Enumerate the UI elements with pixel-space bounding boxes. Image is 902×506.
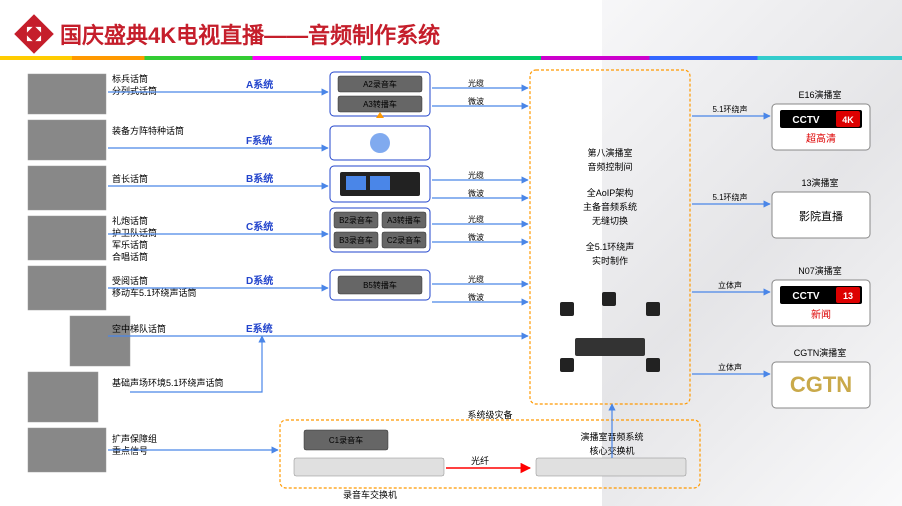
svg-text:音频控制间: 音频控制间 bbox=[587, 161, 632, 172]
svg-text:军乐话筒: 军乐话筒 bbox=[112, 239, 148, 250]
svg-text:空中梯队话筒: 空中梯队话筒 bbox=[112, 323, 166, 334]
central-hub: 第八演播室 音频控制间 全AoIP架构 主备音频系统 无缝切换 全5.1环绕声 … bbox=[530, 70, 690, 404]
svg-text:CGTN演播室: CGTN演播室 bbox=[794, 347, 847, 358]
svg-text:F系统: F系统 bbox=[246, 134, 272, 147]
svg-text:A3转播车: A3转播车 bbox=[387, 215, 421, 225]
source-labels: 标兵话筒分列式话筒装备方阵特种话筒首长话筒礼炮话筒护卫队话筒军乐话筒合唱话筒受阅… bbox=[112, 73, 224, 456]
svg-text:A系统: A系统 bbox=[246, 78, 273, 91]
svg-text:主备音频系统: 主备音频系统 bbox=[583, 201, 637, 212]
svg-text:B系统: B系统 bbox=[246, 172, 273, 185]
svg-text:N07演播室: N07演播室 bbox=[798, 265, 842, 276]
svg-text:系统级灾备: 系统级灾备 bbox=[467, 409, 512, 420]
svg-text:礼炮话筒: 礼炮话筒 bbox=[112, 215, 148, 226]
systems: A系统 F系统 B系统 C系统 D系统 E系统 bbox=[246, 78, 273, 335]
svg-text:13: 13 bbox=[843, 291, 853, 301]
svg-text:光纤: 光纤 bbox=[471, 455, 489, 466]
svg-text:A2录音车: A2录音车 bbox=[363, 79, 397, 89]
svg-text:光缆: 光缆 bbox=[468, 274, 484, 284]
svg-text:首长话筒: 首长话筒 bbox=[112, 173, 148, 184]
svg-text:立体声: 立体声 bbox=[718, 280, 742, 290]
color-bar bbox=[0, 56, 902, 60]
svg-text:标兵话筒: 标兵话筒 bbox=[112, 73, 148, 84]
svg-text:影院直播: 影院直播 bbox=[799, 209, 843, 223]
svg-text:4K: 4K bbox=[842, 115, 854, 125]
svg-text:立体声: 立体声 bbox=[718, 362, 742, 372]
svg-text:全AoIP架构: 全AoIP架构 bbox=[587, 187, 634, 198]
svg-text:微波: 微波 bbox=[468, 292, 484, 302]
svg-text:光缆: 光缆 bbox=[468, 214, 484, 224]
transmission-links: 光缆微波光缆微波光缆微波光缆微波 bbox=[432, 78, 528, 302]
svg-text:录音车交换机: 录音车交换机 bbox=[343, 489, 397, 500]
svg-text:全5.1环绕声: 全5.1环绕声 bbox=[586, 241, 635, 252]
svg-text:C2录音车: C2录音车 bbox=[387, 235, 421, 245]
svg-text:E系统: E系统 bbox=[246, 322, 273, 335]
backup-section: 系统级灾备 C1录音车 录音车交换机 光纤 演播室音频系统 核心交换机 bbox=[280, 404, 700, 500]
svg-text:护卫队话筒: 护卫队话筒 bbox=[112, 227, 157, 238]
svg-text:无缝切换: 无缝切换 bbox=[592, 215, 628, 226]
truck-boxes: A2录音车 A3转播车 B2录音车 A3转播车 B3录音车 C2录音车 B5转播… bbox=[330, 72, 430, 300]
svg-text:E16演播室: E16演播室 bbox=[798, 89, 841, 100]
svg-text:CGTN: CGTN bbox=[790, 372, 852, 397]
svg-text:扩声保障组: 扩声保障组 bbox=[112, 433, 157, 444]
page-title: 国庆盛典4K电视直播——音频制作系统 bbox=[60, 18, 440, 50]
svg-text:B5转播车: B5转播车 bbox=[363, 280, 397, 290]
svg-text:装备方阵特种话筒: 装备方阵特种话筒 bbox=[112, 125, 184, 136]
svg-text:光缆: 光缆 bbox=[468, 78, 484, 88]
diagram: 标兵话筒分列式话筒装备方阵特种话筒首长话筒礼炮话筒护卫队话筒军乐话筒合唱话筒受阅… bbox=[0, 60, 902, 506]
svg-text:合唱话筒: 合唱话筒 bbox=[112, 251, 148, 262]
svg-text:移动车5.1环绕声话筒: 移动车5.1环绕声话筒 bbox=[112, 287, 197, 298]
svg-text:A3转播车: A3转播车 bbox=[363, 99, 397, 109]
svg-text:分列式话筒: 分列式话筒 bbox=[112, 85, 157, 96]
svg-text:第八演播室: 第八演播室 bbox=[587, 147, 632, 158]
svg-text:基础声场环境5.1环绕声话筒: 基础声场环境5.1环绕声话筒 bbox=[112, 377, 224, 388]
svg-text:微波: 微波 bbox=[468, 232, 484, 242]
svg-text:CCTV: CCTV bbox=[792, 291, 820, 302]
svg-text:CCTV: CCTV bbox=[792, 115, 820, 126]
svg-text:微波: 微波 bbox=[468, 96, 484, 106]
output-rooms: 5.1环绕声 E16演播室 CCTV 4K 超高清 5.1环绕声 13演播室影院直播立体声 N… bbox=[692, 89, 870, 408]
svg-text:光缆: 光缆 bbox=[468, 170, 484, 180]
svg-text:B2录音车: B2录音车 bbox=[339, 215, 373, 225]
source-lines bbox=[108, 92, 528, 450]
svg-text:微波: 微波 bbox=[468, 188, 484, 198]
svg-text:C系统: C系统 bbox=[246, 220, 273, 233]
svg-text:C1录音车: C1录音车 bbox=[329, 435, 363, 445]
svg-text:D系统: D系统 bbox=[246, 274, 273, 287]
svg-text:5.1环绕声: 5.1环绕声 bbox=[712, 104, 747, 114]
svg-text:B3录音车: B3录音车 bbox=[339, 235, 373, 245]
svg-text:超高清: 超高清 bbox=[806, 132, 836, 145]
header: 国庆盛典4K电视直播——音频制作系统 bbox=[20, 18, 440, 50]
svg-text:新闻: 新闻 bbox=[811, 308, 831, 321]
logo-icon bbox=[14, 14, 54, 54]
svg-text:13演播室: 13演播室 bbox=[801, 177, 838, 188]
svg-text:受阅话筒: 受阅话筒 bbox=[112, 275, 148, 286]
svg-text:实时制作: 实时制作 bbox=[592, 255, 628, 266]
svg-text:5.1环绕声: 5.1环绕声 bbox=[712, 192, 747, 202]
